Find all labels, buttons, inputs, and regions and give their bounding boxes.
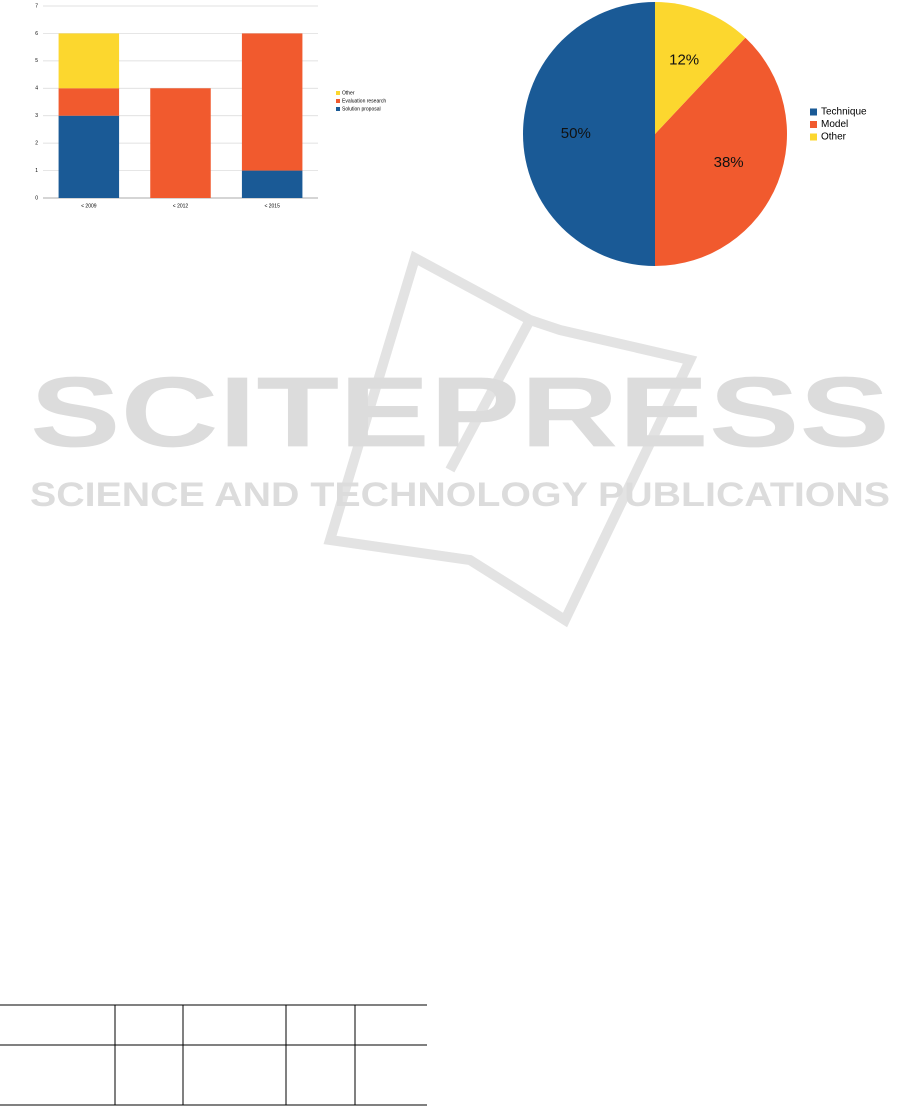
x-tick-label: < 2015 bbox=[264, 203, 280, 209]
legend-label: Technique bbox=[821, 107, 867, 118]
legend-label: Other bbox=[821, 132, 847, 143]
legend-label: Other bbox=[342, 90, 355, 96]
bar-segment bbox=[58, 115, 120, 198]
x-tick-label: < 2009 bbox=[81, 203, 97, 209]
watermark-book-spine bbox=[445, 317, 535, 473]
watermark-book bbox=[323, 250, 698, 628]
y-tick-label: 5 bbox=[35, 58, 38, 64]
legend-label: Evaluation research bbox=[342, 98, 386, 104]
y-tick-label: 3 bbox=[35, 113, 38, 119]
legend-swatch bbox=[810, 133, 817, 141]
y-tick-label: 6 bbox=[35, 31, 38, 37]
x-tick-label: < 2012 bbox=[173, 203, 189, 209]
slice-label: 38% bbox=[714, 154, 744, 171]
slice-label: 12% bbox=[669, 51, 699, 68]
pie-slice bbox=[655, 2, 746, 134]
pie-slice bbox=[523, 2, 655, 266]
bar-segment bbox=[58, 33, 120, 89]
watermark-title: SCITEPRESS bbox=[30, 356, 890, 468]
legend-label: Solution proposal bbox=[342, 106, 381, 112]
y-tick-label: 7 bbox=[35, 3, 38, 9]
legend-swatch bbox=[810, 121, 817, 128]
y-tick-label: 0 bbox=[35, 195, 38, 201]
legend-swatch bbox=[810, 108, 817, 116]
bar-segment bbox=[58, 88, 120, 116]
bar-segment bbox=[150, 88, 211, 198]
legend-swatch bbox=[336, 91, 340, 95]
legend-swatch bbox=[336, 99, 340, 103]
slice-label: 50% bbox=[561, 125, 591, 142]
y-tick-label: 4 bbox=[35, 86, 38, 92]
y-tick-label: 1 bbox=[35, 168, 38, 174]
y-tick-label: 2 bbox=[35, 140, 38, 146]
legend-label: Model bbox=[821, 119, 848, 130]
bar-segment bbox=[241, 33, 303, 171]
watermark bbox=[323, 250, 698, 628]
watermark-subtitle: SCIENCE AND TECHNOLOGY PUBLICATIONS bbox=[30, 476, 890, 514]
table bbox=[0, 1004, 427, 1106]
bar-segment bbox=[241, 170, 303, 198]
pie-slice bbox=[655, 37, 787, 267]
legend-swatch bbox=[336, 107, 340, 111]
